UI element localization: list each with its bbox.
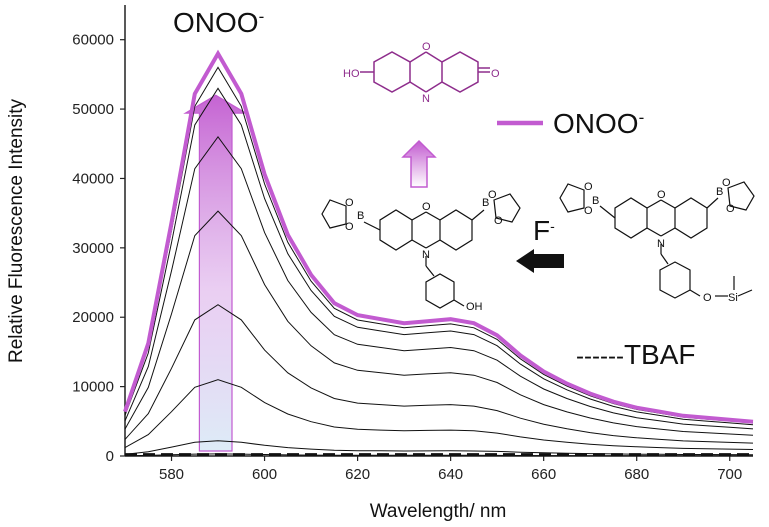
right-boron-right: B xyxy=(716,186,723,198)
legend-tbaf-label: ------TBAF xyxy=(576,339,696,370)
x-tick-label: 660 xyxy=(531,466,556,483)
y-tick-label: 50000 xyxy=(72,101,114,118)
x-tick-label: 620 xyxy=(345,466,370,483)
right-silicon: Si xyxy=(728,292,738,304)
resorufin-ho: HO xyxy=(343,68,360,80)
y-tick-label: 0 xyxy=(106,448,114,465)
top-onoo-label: ONOO- xyxy=(173,7,264,38)
right-boronate-o4: O xyxy=(726,203,735,215)
spectra-curves xyxy=(123,49,754,457)
y-tick-label: 30000 xyxy=(72,240,114,257)
resorufin-structure xyxy=(360,51,490,93)
resorufin-ring-o: O xyxy=(422,41,431,53)
spectrum-series-line xyxy=(124,87,754,426)
x-tick-label: 700 xyxy=(717,466,742,483)
x-tick-label: 680 xyxy=(624,466,649,483)
right-ring-n: N xyxy=(657,238,665,250)
conversion-arrow-icon xyxy=(401,139,437,188)
middle-boronate-o3: O xyxy=(488,189,497,201)
y-tick-label: 60000 xyxy=(72,32,114,49)
boronate-hydroxy-structure xyxy=(321,193,521,309)
y-axis-title: Relative Fluorescence Intensity xyxy=(6,98,27,363)
middle-hydroxyl: OH xyxy=(466,301,483,313)
legend-onoo-label: ONOO- xyxy=(553,108,644,139)
middle-boronate-o4: O xyxy=(494,215,503,227)
x-tick-label: 580 xyxy=(159,466,184,483)
resorufin-ring-n: N xyxy=(422,93,430,105)
spectrum-series-line xyxy=(124,379,754,450)
y-tick-label: 20000 xyxy=(72,309,114,326)
middle-boron-left: B xyxy=(357,210,364,222)
resorufin-ketone-o: O xyxy=(491,68,500,80)
fluoride-label: F- xyxy=(533,215,555,246)
right-boronate-o3: O xyxy=(722,177,731,189)
spectrum-series-line xyxy=(124,210,754,436)
middle-ring-n: N xyxy=(422,249,430,261)
right-silyl-o: O xyxy=(703,292,712,304)
spectrum-series-line xyxy=(124,304,754,444)
middle-ring-o: O xyxy=(422,201,431,213)
y-tick-label: 40000 xyxy=(72,170,114,187)
increase-arrow-icon xyxy=(183,94,249,452)
boronate-silyl-structure xyxy=(559,181,755,299)
spectrum-series-line xyxy=(124,135,754,430)
right-boronate-o2: O xyxy=(584,205,593,217)
x-tick-label: 640 xyxy=(438,466,463,483)
x-axis-title: Wavelength/ nm xyxy=(370,501,507,522)
right-boron-left: B xyxy=(592,195,599,207)
fluoride-reaction-arrow-icon xyxy=(516,249,564,273)
x-tick-label: 600 xyxy=(252,466,277,483)
middle-boronate-o2: O xyxy=(345,221,354,233)
right-boronate-o1: O xyxy=(584,181,593,193)
middle-boron-right: B xyxy=(482,197,489,209)
middle-boronate-o1: O xyxy=(345,197,354,209)
right-ring-o: O xyxy=(657,189,666,201)
onoo-series-line xyxy=(123,49,754,424)
y-ticks: 0 10000 20000 30000 40000 50000 60000 xyxy=(72,32,125,465)
y-tick-label: 10000 xyxy=(72,379,114,396)
x-ticks: 580 600 620 640 660 680 700 xyxy=(159,456,742,483)
